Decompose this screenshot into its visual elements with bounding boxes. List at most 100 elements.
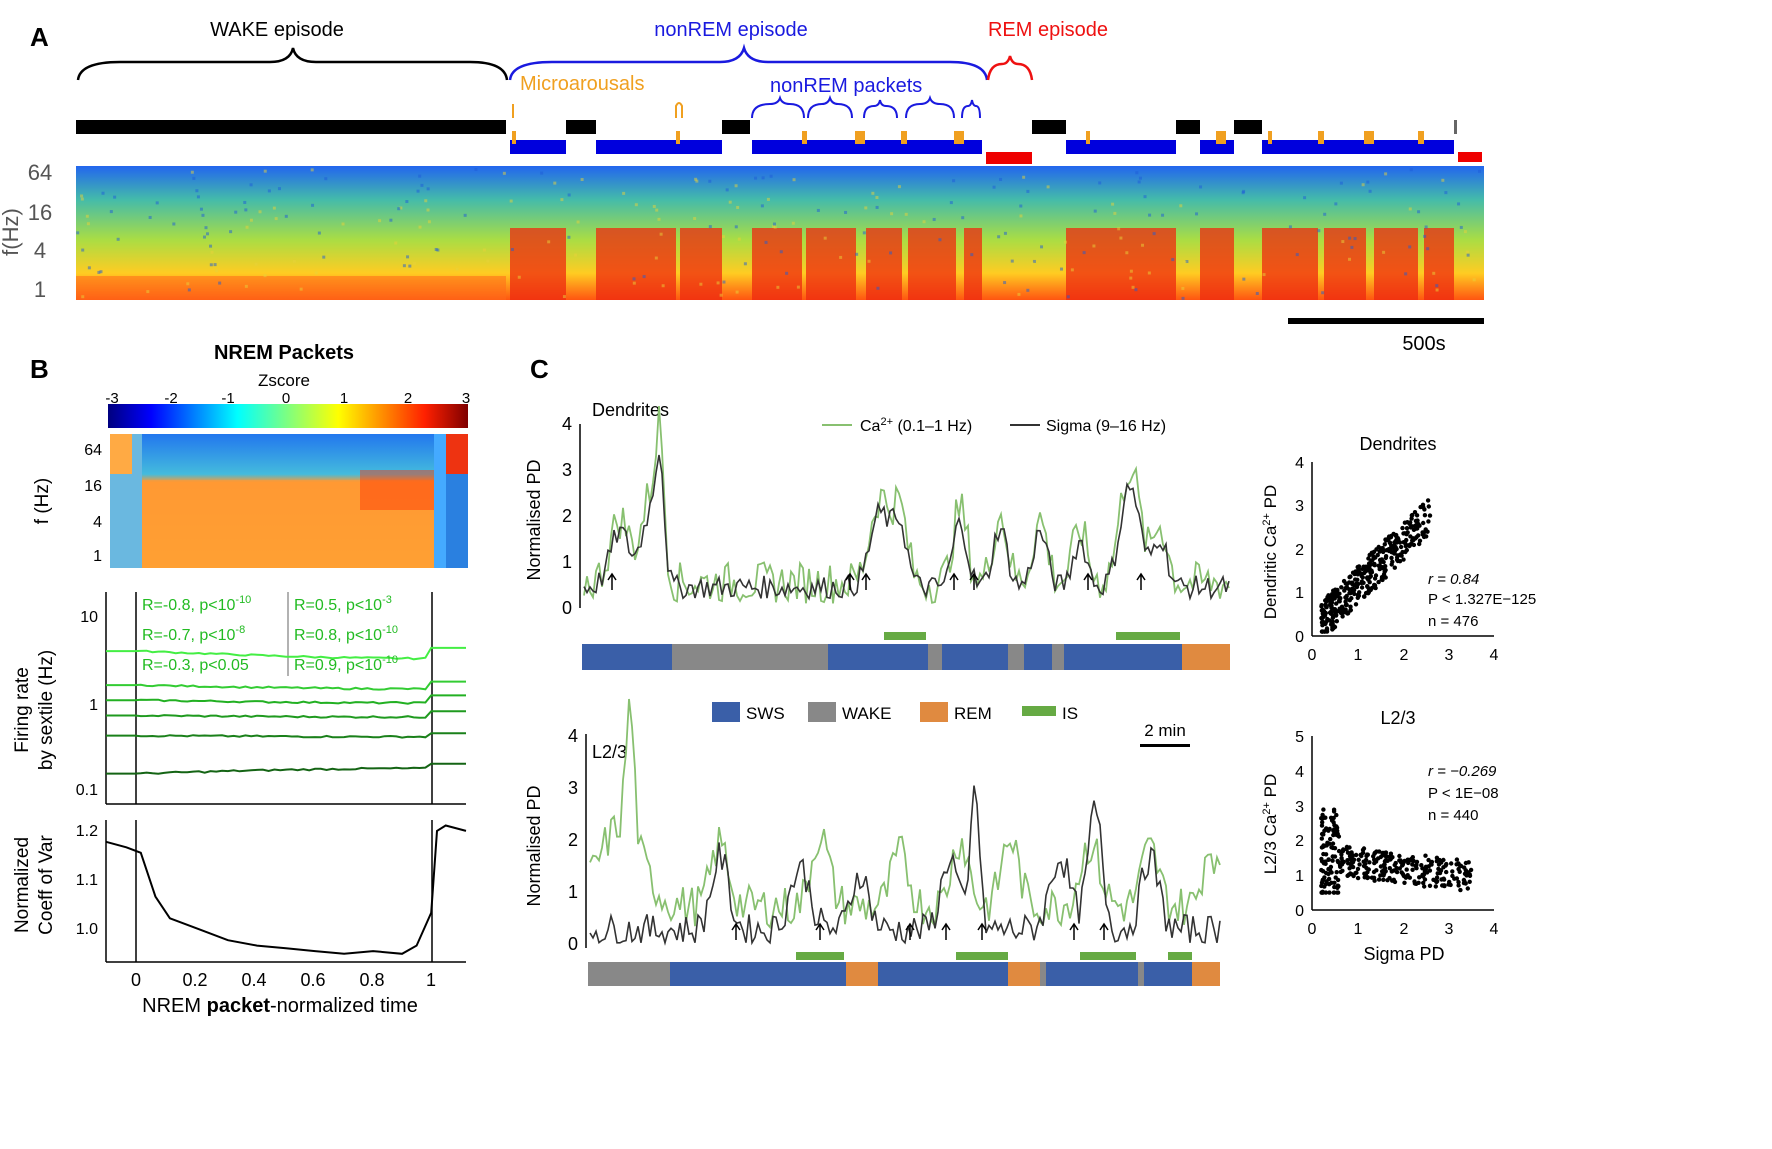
spec-noise [761, 176, 765, 180]
spec-noise [196, 195, 200, 199]
nrem-band [1324, 228, 1366, 300]
scatter-point [1359, 585, 1365, 590]
st-ylabel-sup: 2+ [1261, 513, 1273, 526]
spec-noise [426, 187, 430, 191]
firing-rate-line-5 [106, 732, 466, 739]
scatter-point [1334, 589, 1340, 595]
scatter-point [1436, 866, 1441, 872]
scatter-point [1349, 861, 1354, 866]
spec-noise [922, 220, 926, 224]
scatter-point [1338, 869, 1344, 875]
scatter-point [1319, 604, 1324, 609]
spec-noise [652, 204, 656, 208]
scatter-point [1369, 585, 1375, 591]
scatter-point [1327, 602, 1333, 608]
c-top-ylabel: Normalised PD [524, 459, 544, 580]
scatter-point [1355, 581, 1361, 587]
scatter-point [1402, 880, 1407, 885]
spec-noise [1435, 284, 1439, 288]
scatter-point [1382, 542, 1388, 547]
spectrogram-a [76, 166, 1484, 300]
spec-noise [1432, 271, 1436, 275]
scatter-point [1339, 585, 1344, 590]
scatter-point [1422, 513, 1428, 518]
legend-sigma: Sigma (9–16 Hz) [1046, 418, 1166, 435]
scatter-point [1373, 573, 1379, 578]
spec-noise [155, 201, 159, 205]
spec-noise [889, 251, 893, 255]
scatter-point [1348, 591, 1353, 596]
scatter-point [1325, 840, 1330, 845]
spec-noise [146, 290, 150, 294]
cb-tick: 0 [282, 390, 290, 407]
c-bottom-title: L2/3 [592, 742, 627, 762]
scatter-point [1371, 549, 1377, 554]
colorbar [108, 404, 468, 428]
spec-noise [195, 189, 199, 193]
spec-noise [502, 171, 506, 175]
scalebar-a-label: 500s [1402, 333, 1445, 355]
spec-noise [1195, 212, 1199, 216]
spec-noise [1404, 272, 1408, 276]
scatter-point [1383, 554, 1389, 559]
spec-noise [263, 274, 267, 278]
scatter-point [1456, 866, 1461, 872]
scatter-point [1334, 619, 1340, 624]
scatter-point [1366, 588, 1372, 593]
firing-rate-line-3 [106, 694, 466, 705]
panel-b-letter: B [30, 354, 49, 384]
scatter-point [1326, 876, 1332, 882]
scatter-point [1347, 598, 1353, 603]
spec-noise [204, 226, 208, 230]
sb-y-tick: 1 [1295, 868, 1304, 885]
event-arrow [1083, 572, 1093, 590]
scatter-point [1355, 875, 1361, 881]
stat-left: R=-0.8, p<10 [142, 597, 236, 614]
scatter-point [1332, 884, 1337, 890]
scatter-point [1442, 883, 1447, 889]
spec-noise [699, 282, 703, 286]
scatter-point [1320, 820, 1325, 825]
spec-noise [1408, 207, 1412, 211]
spec-noise [1199, 185, 1203, 189]
scatter-point [1414, 862, 1419, 868]
spec-noise [187, 288, 191, 292]
spec-noise [1066, 295, 1070, 299]
scatter-point [1367, 860, 1372, 865]
spec-noise [1417, 210, 1421, 214]
spec-noise [463, 213, 467, 217]
legend-sws: SWS [746, 704, 785, 723]
scatter-point [1448, 882, 1453, 888]
spec-noise [632, 277, 636, 281]
st-ylabel-pre: Dendritic Ca [1261, 525, 1280, 619]
nrem-band [1262, 228, 1318, 300]
spec-noise [1255, 292, 1259, 296]
nrem-band [1066, 228, 1176, 300]
spec-noise [1032, 259, 1036, 263]
fr-axis: 10 1 0.1 [76, 609, 98, 799]
firing-rate-line-1 [106, 646, 466, 661]
spec-noise [562, 295, 566, 299]
spec-noise [1040, 245, 1044, 249]
spec-noise [244, 208, 248, 212]
spec-noise [657, 217, 661, 221]
scatter-point [1352, 587, 1357, 593]
scatter-point [1468, 867, 1474, 873]
scatter-point [1339, 855, 1344, 861]
spec-noise [721, 235, 725, 239]
sb-x-tick: 0 [1308, 921, 1317, 938]
scatter-point [1383, 869, 1388, 874]
spec-noise [999, 177, 1003, 181]
spec-noise [1113, 211, 1117, 215]
panel-a: A WAKE episode nonREM episode REM episod… [0, 19, 1484, 355]
scatter-point [1409, 513, 1415, 518]
spec-noise [97, 270, 101, 274]
spec-noise [1098, 181, 1102, 185]
spec-noise [1092, 244, 1096, 248]
spec-noise [816, 208, 820, 212]
scatter-point [1326, 866, 1331, 872]
cv-tick: 1.2 [76, 823, 98, 840]
spec-noise [1148, 213, 1152, 217]
spec-noise [99, 270, 103, 274]
spec-noise [693, 217, 697, 221]
